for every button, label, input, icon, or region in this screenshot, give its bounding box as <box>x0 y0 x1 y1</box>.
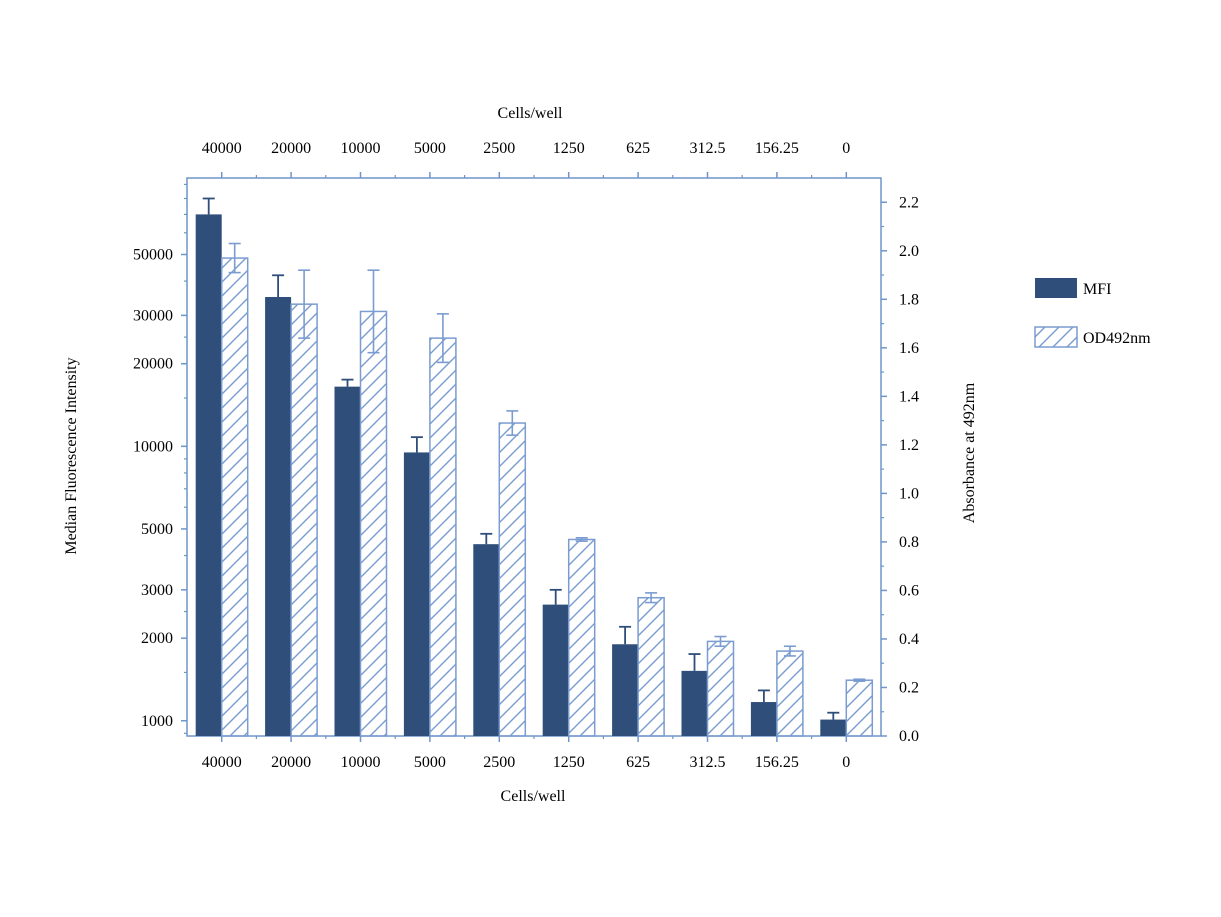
bar-od-0 <box>845 679 874 737</box>
y-right-tick-label: 0.2 <box>899 679 919 696</box>
y-left-tick-label: 50000 <box>133 247 173 264</box>
y-right-tick-label: 0.6 <box>899 582 919 599</box>
x-tick-label-bottom: 156.25 <box>755 754 799 771</box>
bar-mfi-312.5 <box>681 670 708 736</box>
bar-mfi-0 <box>820 719 847 736</box>
x-axis-title-bottom: Cells/well <box>501 788 566 805</box>
y-right-tick-label: 2.2 <box>899 194 919 211</box>
bar-mfi-625 <box>612 644 639 736</box>
y-right-tick-label: 1.4 <box>899 388 919 405</box>
error-bars-layer <box>202 197 866 720</box>
bar-od-5000 <box>429 337 457 737</box>
bar-mfi-40000 <box>195 214 222 736</box>
x-tick-label-top: 156.25 <box>755 140 799 157</box>
x-tick-label-top: 40000 <box>202 140 242 157</box>
x-tick-label-top: 10000 <box>341 140 381 157</box>
y-axis-title-right: Absorbance at 492nm <box>961 382 978 523</box>
y-left-tick-label: 10000 <box>133 438 173 455</box>
x-tick-label-bottom: 312.5 <box>690 754 726 771</box>
x-tick-label-top: 1250 <box>553 140 585 157</box>
bar-mfi-2500 <box>473 544 500 736</box>
bar-od-625 <box>637 596 665 737</box>
bar-mfi-10000 <box>334 386 361 736</box>
legend-label-mfi: MFI <box>1083 281 1111 298</box>
y-right-tick-label: 0.0 <box>899 728 919 745</box>
x-axis-title-top: Cells/well <box>498 105 563 122</box>
bar-od-10000 <box>359 310 388 737</box>
bar-od-40000 <box>220 257 249 737</box>
x-tick-label-top: 2500 <box>483 140 515 157</box>
y-right-tick-label: 1.0 <box>899 485 919 502</box>
y-left-tick-label: 1000 <box>141 713 173 730</box>
y-left-tick-label: 20000 <box>133 356 173 373</box>
y-right-tick-label: 1.6 <box>899 340 919 357</box>
bar-mfi-156.25 <box>750 702 777 736</box>
legend-swatch-mfi <box>1035 278 1077 298</box>
bar-od-156.25 <box>776 650 804 737</box>
y-left-tick-label: 30000 <box>133 307 173 324</box>
y-left-tick-label: 2000 <box>141 630 173 647</box>
y-axis-title-left: Median Fluorescence Intensity <box>63 357 80 554</box>
x-tick-label-bottom: 5000 <box>414 754 446 771</box>
x-tick-label-bottom: 40000 <box>202 754 242 771</box>
y-right-tick-label: 1.2 <box>899 437 919 454</box>
y-left-tick-label: 3000 <box>141 582 173 599</box>
x-tick-label-top: 312.5 <box>690 140 726 157</box>
x-tick-label-bottom: 20000 <box>271 754 311 771</box>
x-tick-label-bottom: 2500 <box>483 754 515 771</box>
bar-mfi-5000 <box>403 452 430 736</box>
bar-od-2500 <box>498 422 527 737</box>
x-tick-label-top: 625 <box>626 140 650 157</box>
x-tick-label-bottom: 625 <box>626 754 650 771</box>
bars-layer <box>195 214 874 737</box>
y-right-tick-label: 0.4 <box>899 631 919 648</box>
bar-mfi-1250 <box>542 604 569 736</box>
y-right-tick-label: 0.8 <box>899 534 919 551</box>
x-tick-label-top: 0 <box>842 140 850 157</box>
y-right-tick-label: 1.8 <box>899 291 919 308</box>
y-right-tick-label: 2.0 <box>899 243 919 260</box>
x-tick-label-bottom: 1250 <box>553 754 585 771</box>
x-tick-label-bottom: 10000 <box>341 754 381 771</box>
y-left-tick-label: 5000 <box>141 521 173 538</box>
x-tick-label-top: 5000 <box>414 140 446 157</box>
legend: MFI OD492nm <box>1034 278 1151 348</box>
bar-od-1250 <box>567 538 596 737</box>
bar-mfi-20000 <box>265 297 292 736</box>
x-tick-label-bottom: 0 <box>842 754 850 771</box>
bar-od-312.5 <box>706 640 735 737</box>
x-tick-label-top: 20000 <box>271 140 311 157</box>
bar-od-20000 <box>290 303 318 737</box>
legend-label-od: OD492nm <box>1083 330 1151 347</box>
legend-swatch-od <box>1034 326 1078 348</box>
axes-layer: 4000040000200002000010000100005000500025… <box>133 140 919 771</box>
